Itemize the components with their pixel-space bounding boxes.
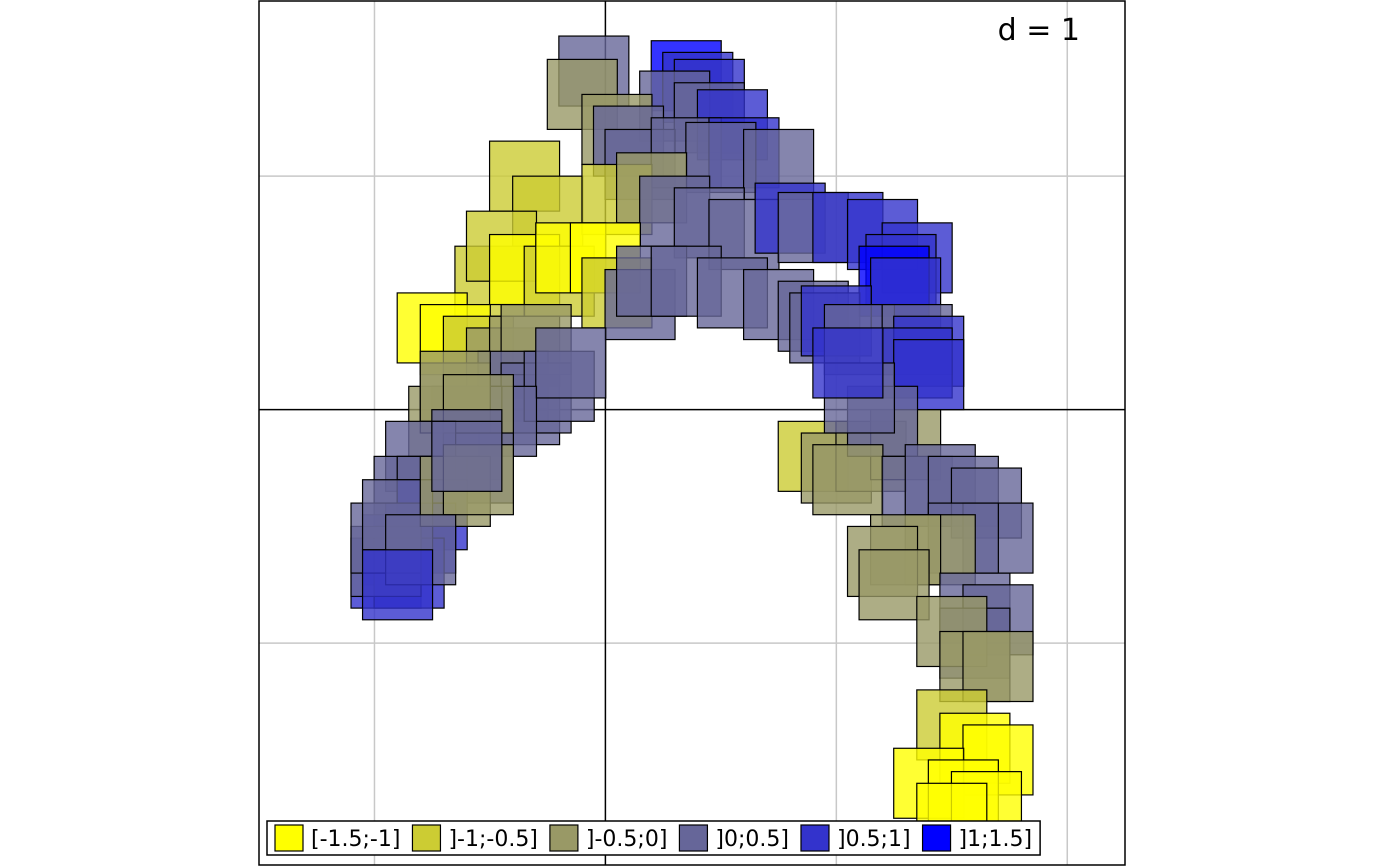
legend-swatch bbox=[800, 824, 830, 852]
legend-swatch bbox=[411, 824, 442, 852]
legend-label: ]0.5;1] bbox=[837, 827, 911, 852]
legend-label: ]-1;-0.5] bbox=[448, 827, 537, 852]
legend-swatch bbox=[274, 824, 304, 852]
data-point-square bbox=[361, 549, 434, 621]
legend-box bbox=[266, 820, 1041, 856]
data-point-square bbox=[535, 327, 607, 399]
plot-frame bbox=[258, 0, 1126, 866]
data-point-square bbox=[812, 444, 884, 516]
data-points bbox=[350, 35, 1034, 854]
data-point-square bbox=[962, 630, 1034, 703]
legend-label: [-1.5;-1] bbox=[311, 827, 400, 852]
legend-label: ]0;0.5] bbox=[715, 827, 789, 852]
scale-annotation: d = 1 bbox=[998, 13, 1080, 48]
legend-swatch bbox=[549, 824, 579, 852]
legend: [-1.5;-1] ]-1;-0.5] ]-0.5;0] ]0;0.5] ]0.5;1]… bbox=[266, 820, 1041, 856]
legend-swatch bbox=[921, 824, 952, 852]
data-point-square bbox=[858, 549, 930, 621]
legend-label: ]-0.5;0] bbox=[586, 827, 668, 852]
legend-label: ]1;1.5] bbox=[959, 827, 1033, 852]
legend-swatch bbox=[678, 824, 709, 852]
data-point-square bbox=[431, 420, 503, 492]
data-point-square bbox=[812, 327, 884, 399]
